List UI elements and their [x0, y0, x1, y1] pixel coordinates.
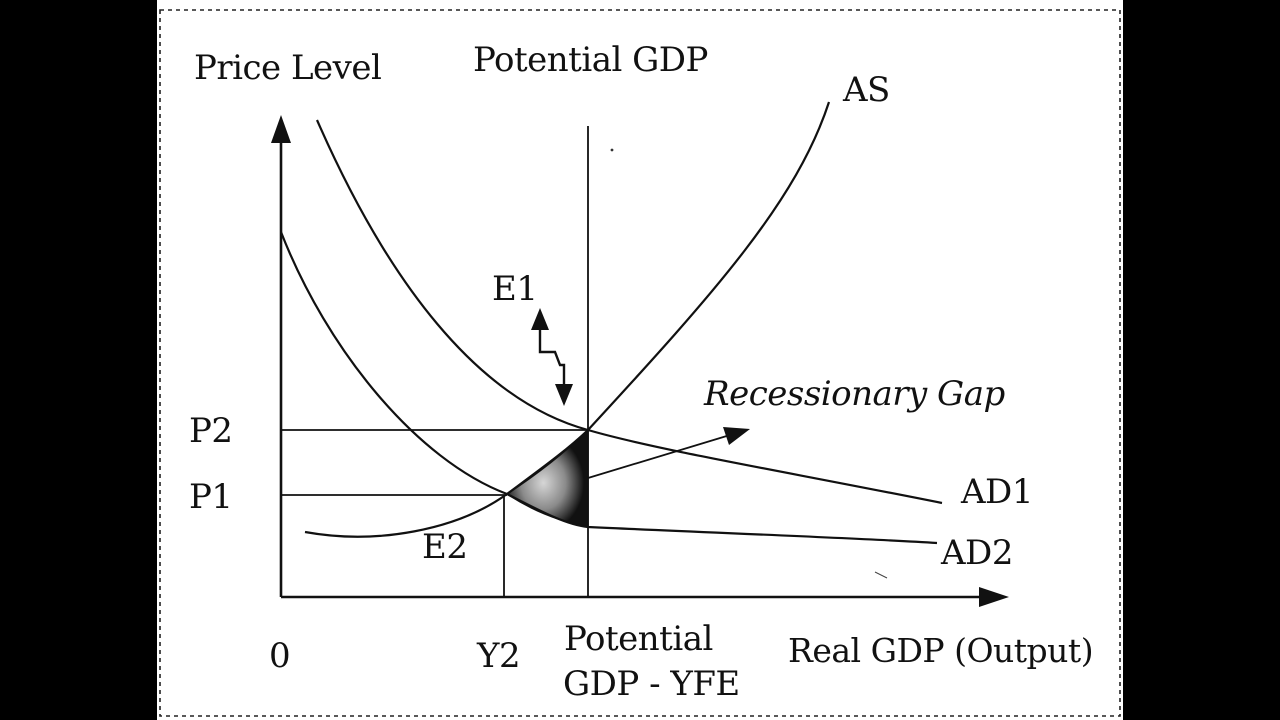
potential-gdp-top-label: Potential GDP: [473, 40, 708, 80]
p2-label: P2: [189, 411, 233, 451]
e1-shift-arrowhead-up: [531, 308, 549, 330]
e1-shift-arrow: [538, 322, 566, 388]
x-axis-arrowhead: [979, 587, 1009, 607]
recessionary-gap-arrowhead: [723, 427, 750, 445]
y-axis-arrowhead: [271, 115, 291, 143]
ad1-curve: [315, 119, 943, 505]
page-border: [159, 9, 1121, 717]
speck: [874, 571, 888, 579]
recessionary-gap-arrow: [587, 434, 731, 479]
ad2-label: AD2: [941, 533, 1013, 573]
recessionary-gap-area: [505, 428, 589, 527]
as-label: AS: [843, 70, 890, 110]
e1-label: E1: [492, 269, 538, 309]
origin-label: 0: [269, 636, 291, 676]
ad1-label: AD1: [961, 472, 1033, 512]
p1-label: P1: [189, 477, 233, 517]
recessionary-gap-label: Recessionary Gap: [704, 374, 1005, 414]
diagram-canvas: Price Level Potential GDP AS E1 Recessio…: [157, 0, 1123, 720]
as-curve: [304, 101, 831, 538]
diagram-svg: [159, 9, 1121, 717]
y2-label: Y2: [477, 636, 521, 676]
potential-gdp-bottom-label-line2: GDP - YFE: [563, 664, 740, 704]
potential-gdp-bottom-label-line1: Potential: [564, 619, 713, 659]
e1-shift-arrowhead-down: [555, 384, 573, 406]
y-axis-label: Price Level: [194, 48, 382, 88]
x-axis-label: Real GDP (Output): [788, 631, 1094, 670]
speck: [610, 148, 614, 152]
e2-label: E2: [422, 527, 468, 567]
ad2-curve: [279, 231, 938, 545]
